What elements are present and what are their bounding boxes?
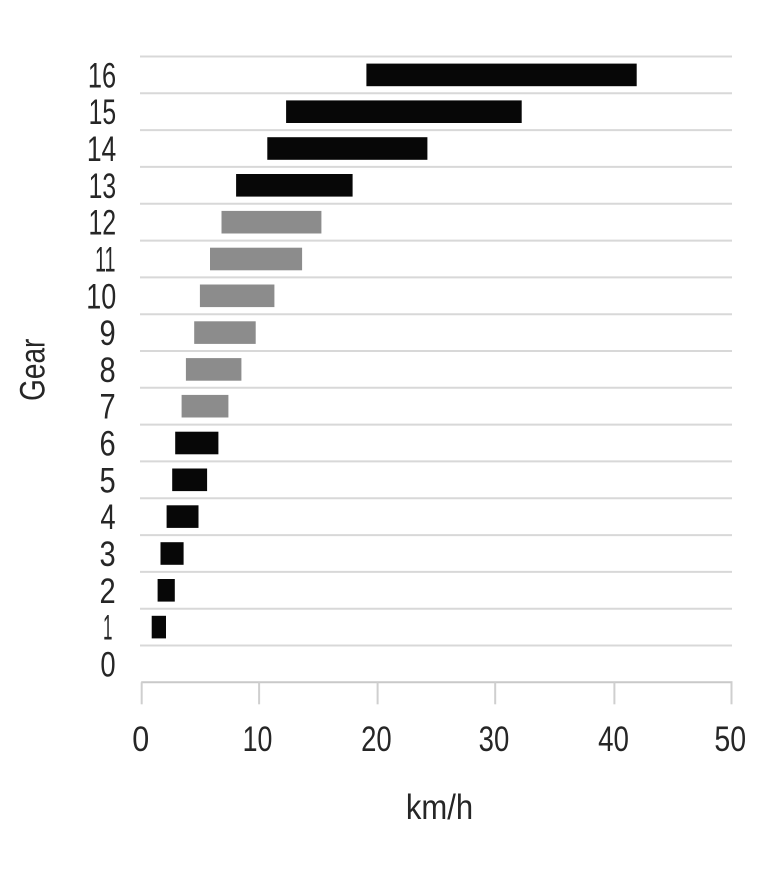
svg-text:6: 6 xyxy=(100,424,116,463)
svg-text:15: 15 xyxy=(89,94,116,132)
svg-text:km/h: km/h xyxy=(406,788,473,827)
svg-text:Gear: Gear xyxy=(12,338,52,401)
svg-text:16: 16 xyxy=(88,57,116,96)
svg-text:10: 10 xyxy=(86,277,116,316)
svg-text:2: 2 xyxy=(100,571,116,610)
svg-text:14: 14 xyxy=(87,129,116,168)
svg-text:9: 9 xyxy=(100,314,116,353)
svg-text:50: 50 xyxy=(714,719,746,758)
svg-text:40: 40 xyxy=(598,719,629,759)
svg-text:5: 5 xyxy=(100,461,116,500)
svg-text:4: 4 xyxy=(100,498,115,537)
svg-text:1: 1 xyxy=(103,608,112,647)
svg-text:7: 7 xyxy=(100,387,116,426)
svg-text:30: 30 xyxy=(479,720,510,759)
svg-text:0: 0 xyxy=(132,719,149,758)
svg-text:11: 11 xyxy=(95,241,116,280)
svg-text:12: 12 xyxy=(88,205,116,243)
svg-text:8: 8 xyxy=(100,350,116,389)
svg-text:10: 10 xyxy=(243,720,273,759)
svg-text:3: 3 xyxy=(100,534,116,573)
svg-text:13: 13 xyxy=(89,168,116,206)
svg-text:0: 0 xyxy=(100,645,115,684)
svg-text:20: 20 xyxy=(361,720,392,759)
